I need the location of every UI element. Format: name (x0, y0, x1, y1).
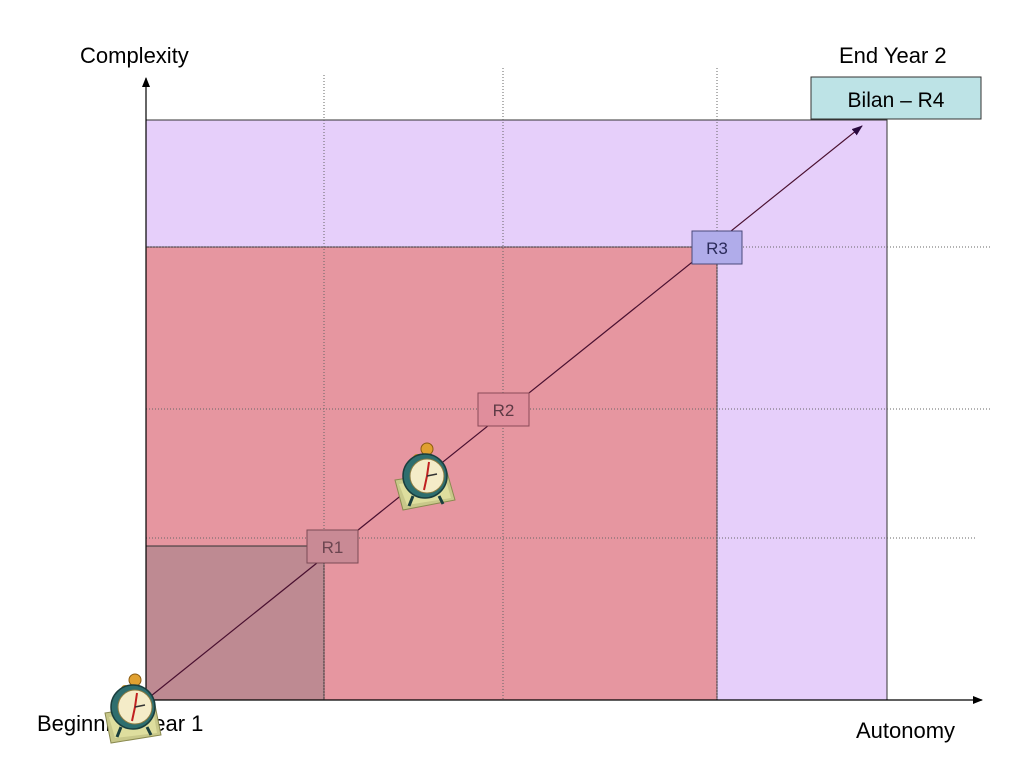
end-year-label: End Year 2 (839, 43, 947, 68)
milestone-r3: R3 (691, 230, 743, 265)
inner-region (145, 545, 325, 701)
y-axis-label: Complexity (80, 43, 189, 68)
milestone-r1: R1 (306, 529, 359, 564)
milestone-r3-label: R3 (706, 239, 728, 258)
milestone-r2-label: R2 (493, 401, 515, 420)
grid-lines (146, 68, 990, 700)
x-axis-label: Autonomy (856, 718, 956, 743)
alarm-clock-icon (394, 442, 456, 511)
start-year-label: Beginning Year 1 (37, 711, 204, 736)
bilan-label: Bilan – R4 (848, 89, 945, 112)
milestone-r1-label: R1 (322, 538, 344, 557)
milestone-r2: R2 (477, 392, 530, 427)
bilan-box: Bilan – R4 (810, 76, 982, 120)
